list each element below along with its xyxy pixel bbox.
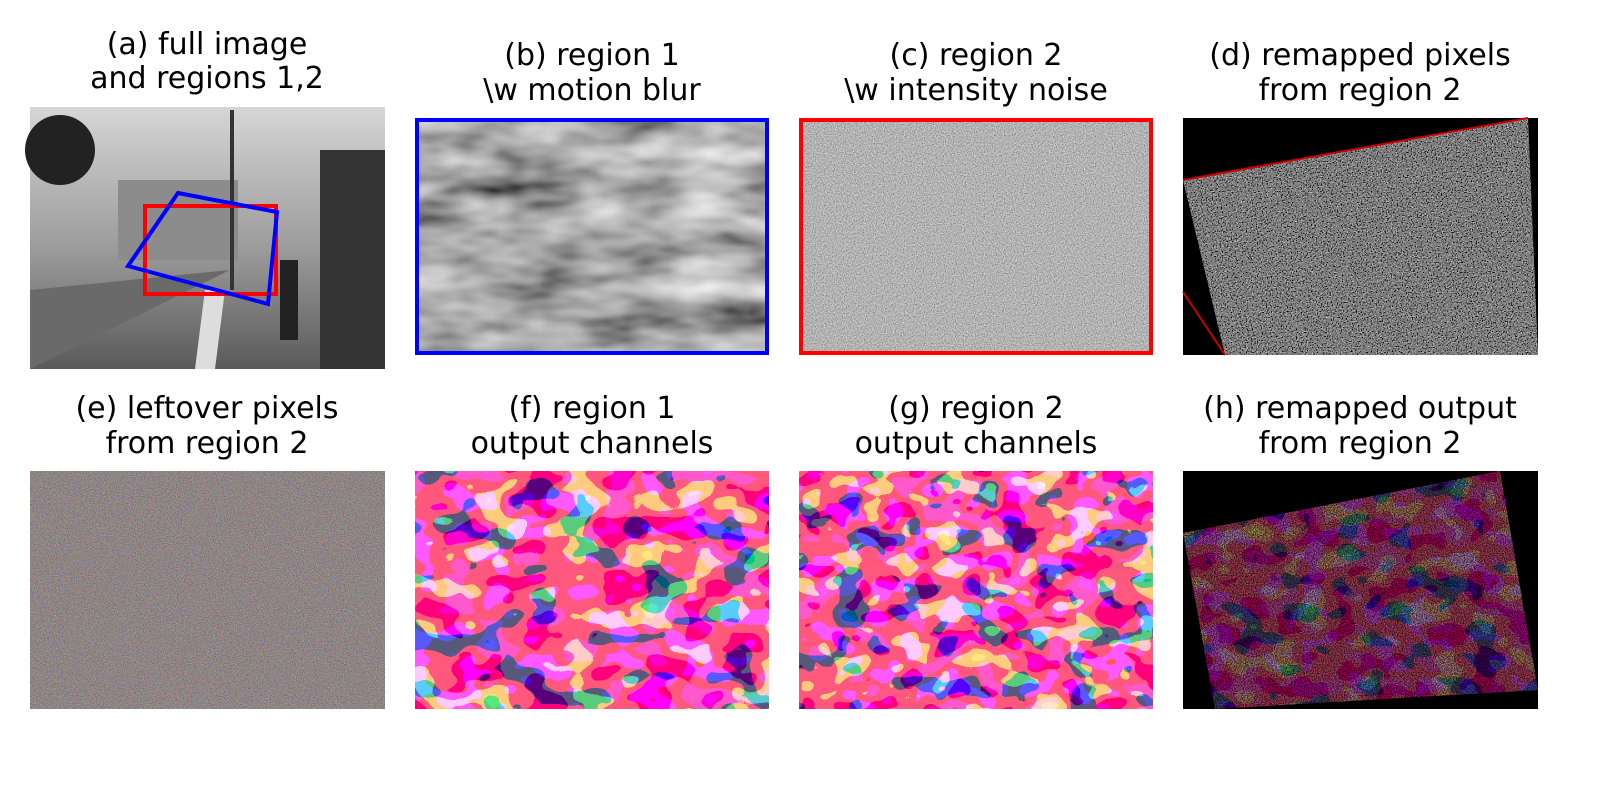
caption-line: (e) leftover pixels bbox=[75, 391, 338, 426]
image-region1-output bbox=[415, 471, 769, 709]
image-remapped-pixels bbox=[1182, 117, 1538, 356]
caption-line: (a) full image bbox=[107, 27, 308, 62]
caption-line: \w motion blur bbox=[483, 73, 701, 108]
image-region2-noise bbox=[799, 118, 1153, 355]
image-leftover-pixels bbox=[30, 471, 385, 709]
image-region2-output bbox=[799, 471, 1153, 709]
caption-line: (g) region 2 bbox=[888, 391, 1064, 426]
caption-line: (b) region 1 bbox=[504, 38, 680, 73]
caption-line: (f) region 1 bbox=[508, 391, 675, 426]
caption-line: (h) remapped output bbox=[1203, 391, 1517, 426]
caption-line: from region 2 bbox=[1259, 426, 1462, 461]
caption-line: from region 2 bbox=[1259, 73, 1462, 108]
caption-line: output channels bbox=[855, 426, 1098, 461]
caption-line: and regions 1,2 bbox=[90, 61, 324, 96]
image-full bbox=[25, 107, 385, 369]
caption-line: \w intensity noise bbox=[844, 73, 1108, 108]
caption-line: from region 2 bbox=[106, 426, 309, 461]
image-remapped-output bbox=[1183, 471, 1538, 709]
caption-line: (c) region 2 bbox=[890, 38, 1063, 73]
caption-line: output channels bbox=[471, 426, 714, 461]
image-region1-blur bbox=[415, 118, 769, 355]
caption-line: (d) remapped pixels bbox=[1209, 38, 1510, 73]
